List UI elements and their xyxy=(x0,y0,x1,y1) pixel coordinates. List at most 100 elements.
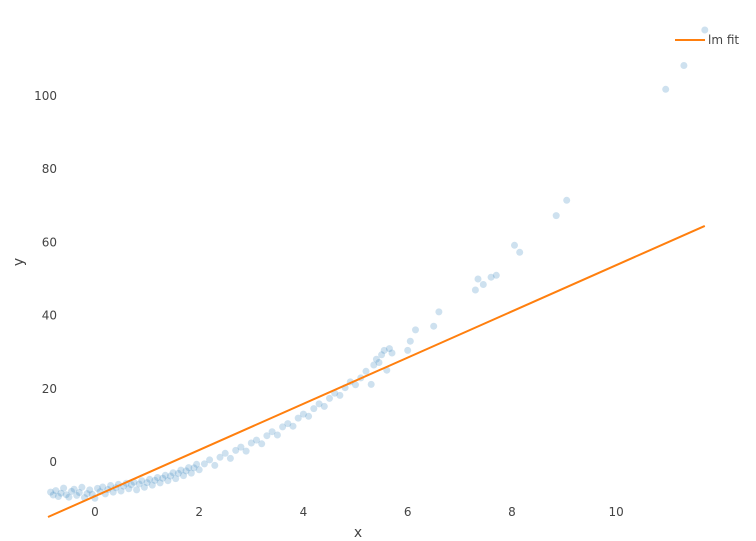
data-point xyxy=(154,474,161,481)
data-point xyxy=(151,476,159,484)
data-point xyxy=(109,488,117,496)
data-point xyxy=(54,493,62,500)
legend[interactable]: lm fit xyxy=(675,33,739,47)
data-point xyxy=(362,367,370,375)
x-tick-label: 4 xyxy=(300,505,308,519)
data-point xyxy=(315,400,323,408)
data-point xyxy=(336,391,344,399)
legend-label: lm fit xyxy=(708,33,739,47)
data-point xyxy=(52,487,60,495)
data-point xyxy=(662,85,670,93)
data-point xyxy=(511,241,518,249)
data-point xyxy=(161,471,169,479)
x-tick-label: 0 xyxy=(91,505,99,519)
data-point xyxy=(206,456,214,464)
data-point xyxy=(242,447,250,455)
y-tick-label: 80 xyxy=(42,162,57,176)
data-point xyxy=(159,474,167,482)
data-point xyxy=(320,402,328,410)
data-point xyxy=(195,466,203,474)
data-point xyxy=(247,439,255,447)
data-point xyxy=(135,480,143,488)
data-point xyxy=(127,481,135,489)
data-point xyxy=(169,469,177,477)
data-point xyxy=(563,196,571,204)
data-point xyxy=(701,26,709,34)
data-point xyxy=(471,286,479,294)
y-tick-label: 20 xyxy=(42,382,57,396)
data-point xyxy=(268,428,276,436)
data-point xyxy=(299,410,307,418)
data-point xyxy=(140,483,148,491)
data-point xyxy=(375,359,383,366)
y-tick-label: 100 xyxy=(34,89,57,103)
data-point xyxy=(164,477,172,485)
data-point xyxy=(326,394,333,402)
data-point xyxy=(182,467,190,475)
data-point xyxy=(412,326,419,334)
data-point xyxy=(370,361,378,369)
data-point xyxy=(404,346,412,354)
data-point xyxy=(138,477,146,485)
data-point xyxy=(94,484,101,492)
data-point xyxy=(187,469,195,477)
data-point xyxy=(73,491,81,499)
x-tick-label: 8 xyxy=(508,505,516,519)
data-point xyxy=(310,405,318,413)
data-point xyxy=(294,414,302,422)
data-point xyxy=(474,275,482,283)
data-point xyxy=(156,479,164,487)
data-point xyxy=(273,431,281,439)
data-point xyxy=(148,481,156,489)
data-point xyxy=(167,472,174,480)
data-point xyxy=(190,464,198,472)
data-point xyxy=(174,469,182,477)
data-point xyxy=(435,308,443,316)
data-point xyxy=(68,487,75,495)
data-point xyxy=(516,248,524,256)
data-point xyxy=(279,423,287,431)
data-point xyxy=(487,273,495,281)
data-point xyxy=(180,472,187,480)
data-point xyxy=(216,453,224,461)
y-tick-label: 40 xyxy=(42,309,57,323)
data-point xyxy=(75,489,83,496)
data-point xyxy=(221,449,229,457)
data-point xyxy=(406,337,414,345)
x-axis-title: x xyxy=(354,525,362,541)
data-point xyxy=(367,380,375,388)
data-point xyxy=(78,483,86,491)
data-point xyxy=(492,271,500,279)
data-point xyxy=(99,483,107,491)
data-point xyxy=(253,436,260,444)
data-point xyxy=(185,464,193,472)
data-point xyxy=(380,346,388,354)
data-point xyxy=(70,485,78,493)
x-tick-label: 2 xyxy=(195,505,203,519)
data-point xyxy=(305,412,313,420)
data-point xyxy=(62,491,70,499)
data-point xyxy=(47,488,55,496)
data-point xyxy=(237,443,245,451)
data-point xyxy=(226,454,234,462)
data-point xyxy=(107,482,115,489)
data-point xyxy=(284,420,292,428)
data-point xyxy=(57,489,65,497)
y-axis-title: y xyxy=(11,258,27,266)
data-point xyxy=(289,422,297,430)
data-point xyxy=(117,487,125,495)
data-point xyxy=(430,322,438,330)
data-point xyxy=(552,212,560,220)
scatter-points xyxy=(47,26,709,502)
data-point xyxy=(211,461,219,469)
data-point xyxy=(86,486,94,494)
data-point xyxy=(177,466,185,474)
data-point xyxy=(172,475,180,483)
data-point xyxy=(193,460,201,468)
data-point xyxy=(65,493,73,501)
data-point xyxy=(372,355,380,363)
data-point xyxy=(378,351,386,359)
x-axis-ticks: 0 2 4 6 8 10 xyxy=(91,505,624,519)
data-point xyxy=(232,446,240,454)
